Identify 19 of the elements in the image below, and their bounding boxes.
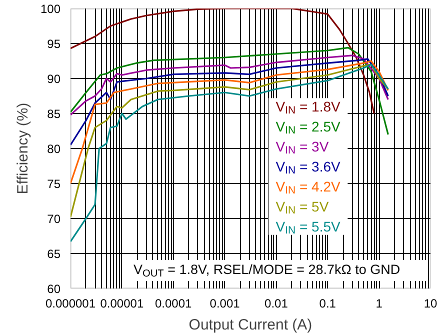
x-axis-title: Output Current (A) [188, 316, 312, 334]
x-tick-label: 0.0001 [155, 296, 192, 310]
y-tick-label: 95 [47, 37, 61, 51]
y-tick-label: 80 [47, 142, 61, 156]
y-tick-label: 60 [47, 282, 61, 296]
x-tick-label: 0.01 [264, 296, 288, 310]
y-tick-label: 90 [47, 72, 61, 86]
x-tick-label: 1 [376, 296, 383, 310]
y-tick-label: 100 [40, 2, 61, 16]
y-axis-title: Efficiency (%) [14, 102, 32, 194]
x-tick-label: 0.001 [210, 296, 240, 310]
y-tick-label: 75 [47, 177, 61, 191]
x-tick-label: 0.000001 [45, 296, 96, 310]
y-tick-label: 65 [47, 247, 61, 261]
x-tick-label: 0.1 [319, 296, 336, 310]
x-tick-label: 10 [424, 296, 438, 310]
x-tick-label: 0.00001 [100, 296, 144, 310]
y-tick-label: 70 [47, 212, 61, 226]
y-tick-label: 85 [47, 107, 61, 121]
